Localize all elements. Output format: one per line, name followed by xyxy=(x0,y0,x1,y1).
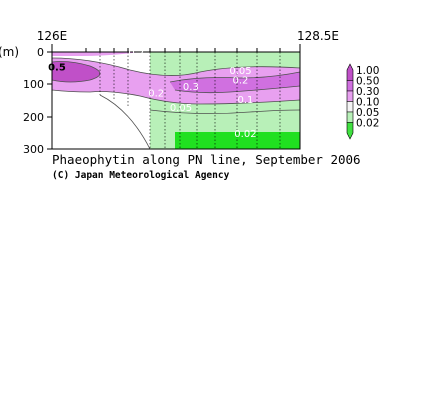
plot-area xyxy=(51,52,301,150)
chart-caption: Phaeophytin along PN line, September 200… xyxy=(52,152,361,167)
legend-label: 0.05 xyxy=(356,107,379,119)
field-purple-core-right xyxy=(170,72,300,93)
legend-swatch xyxy=(346,122,354,140)
contour-label: 0.2 xyxy=(148,88,164,99)
contour-labels: 0.50.20.050.20.30.20.10.050.02 xyxy=(48,48,256,140)
legend-colorbar: 1.000.500.300.100.050.02 xyxy=(346,63,379,140)
contour-label: 0.05 xyxy=(229,66,251,77)
x-tick-label-right: 128.5E xyxy=(297,29,339,43)
contour-label: 0.2 xyxy=(233,75,249,86)
legend-swatch xyxy=(346,63,354,81)
legend-swatch xyxy=(346,80,354,92)
contour-label: 0.2 xyxy=(128,48,144,59)
legend-label: 0.10 xyxy=(356,97,379,109)
legend-swatch xyxy=(346,101,354,113)
station-lines xyxy=(99,52,281,149)
y-tick-label: 0 xyxy=(37,46,44,59)
contour-label: 0.05 xyxy=(170,103,192,114)
credit-line: (C) Japan Meteorological Agency xyxy=(52,170,230,181)
seafloor-wedge xyxy=(52,95,150,149)
contour-lines xyxy=(51,57,301,150)
axes: 126E 128.5E (m) 0 100 200 300 xyxy=(0,29,339,156)
y-tick-label: 100 xyxy=(23,78,44,91)
legend-label: 0.02 xyxy=(356,118,379,130)
contour-label: 0.5 xyxy=(48,63,66,74)
x-tick-label-left: 126E xyxy=(37,29,68,43)
legend-label: 1.00 xyxy=(356,65,379,77)
y-tick-label: 200 xyxy=(23,111,44,124)
contour-label: 0.3 xyxy=(183,82,199,93)
contour-label: 0.02 xyxy=(234,129,256,140)
legend-label: 0.50 xyxy=(356,76,379,88)
y-tick-label: 300 xyxy=(23,143,44,156)
y-unit-label: (m) xyxy=(0,45,19,59)
legend-label: 0.30 xyxy=(356,86,379,98)
field-purple-core xyxy=(52,61,100,82)
legend-swatch xyxy=(346,111,354,123)
field-very-low-green xyxy=(175,132,300,149)
contour-label: 0.1 xyxy=(237,95,253,106)
field-purple-top xyxy=(52,52,140,56)
legend-swatch xyxy=(346,90,354,102)
